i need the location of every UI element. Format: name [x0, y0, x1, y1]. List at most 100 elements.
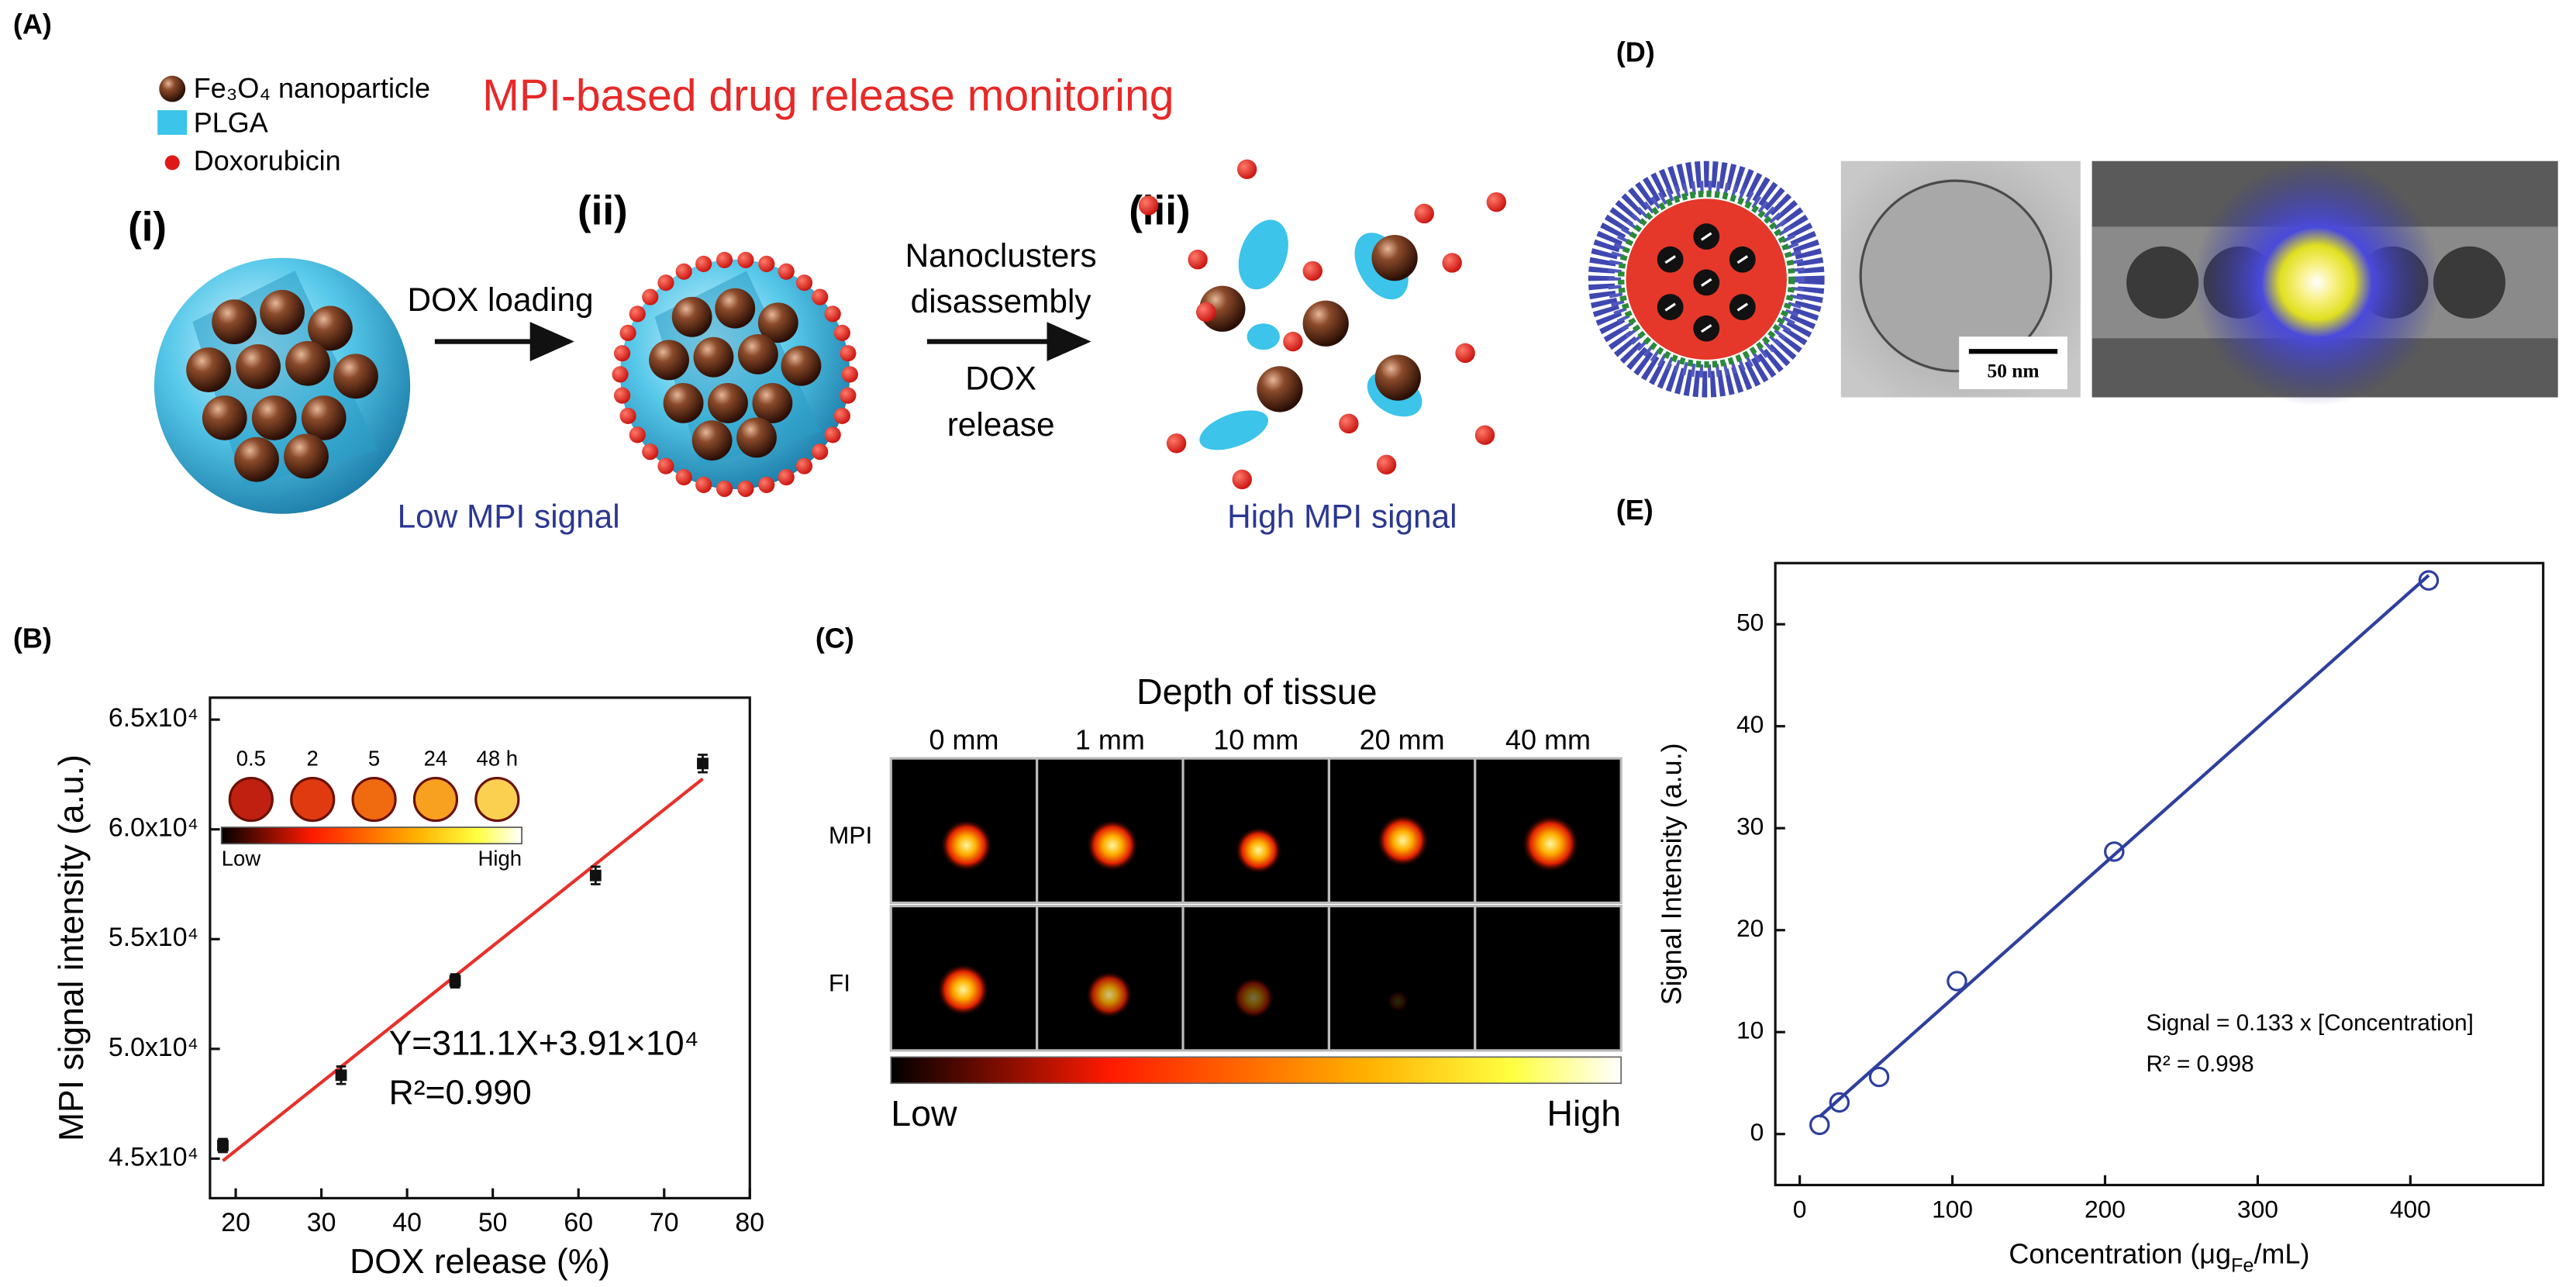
core-axis: [1700, 232, 1712, 241]
signal-label: High MPI signal: [1227, 498, 1457, 534]
signal-spot: [936, 963, 990, 1016]
x-axis-label-part: /mL): [2254, 1237, 2309, 1269]
well: [2126, 246, 2199, 319]
x-axis-label-part: Fe: [2231, 1254, 2254, 1276]
inset-time-label: 24: [424, 747, 448, 771]
dox: [824, 426, 841, 443]
plga-fragment: [1199, 410, 1269, 450]
image-cell: [1327, 905, 1477, 1052]
colorbar-label: Low: [222, 847, 261, 871]
nanoparticle: [333, 354, 378, 399]
plga-fragment: [1247, 323, 1280, 350]
inset-time-label: 2: [307, 747, 319, 771]
dox: [833, 324, 850, 341]
dox: [675, 468, 692, 486]
dox: [737, 251, 754, 268]
inset-image: [474, 776, 520, 823]
dox: [841, 366, 858, 383]
signal-spot: [1521, 814, 1580, 873]
image-grid: 0 mm 1 mm 10 mm 20 mm 40 mm: [889, 723, 1623, 1052]
dox: [1442, 253, 1462, 273]
data-point: [589, 869, 602, 882]
inset-image: [351, 776, 397, 823]
dox: [1339, 413, 1359, 434]
column-label: 10 mm: [1213, 723, 1298, 755]
inset-time-label: 5: [368, 747, 380, 771]
y-tick-label: 40: [1736, 710, 1764, 738]
signal-spot: [1376, 814, 1429, 867]
inset-time-label: 0.5: [236, 747, 266, 771]
legend-icon: [164, 155, 180, 171]
panel-label: (C): [816, 622, 854, 654]
dox: [1376, 454, 1397, 474]
nanoparticle: [691, 420, 733, 461]
data-point: [335, 1069, 347, 1082]
signal-spot: [940, 819, 993, 872]
scale-bar-box: [1959, 336, 2067, 389]
nanoparticle: [693, 336, 734, 378]
inset-time-label: 48 h: [477, 747, 519, 771]
legend-label: Fe₃O₄ nanoparticle: [194, 72, 430, 104]
colorbar-label: High: [1547, 1093, 1621, 1133]
plot-frame: [1774, 561, 2545, 1187]
x-tick-label: 0: [1793, 1196, 1807, 1223]
mpi-signal: [2193, 159, 2440, 406]
nanoparticle: [649, 340, 689, 381]
x-tick-label: 60: [564, 1208, 593, 1237]
panel-label: (B): [13, 622, 52, 654]
dox: [629, 305, 646, 323]
nanoparticle: [186, 347, 232, 392]
x-tick-label: 300: [2237, 1196, 2278, 1223]
legend-icon: [159, 75, 186, 102]
x-tick-label: 30: [307, 1208, 336, 1237]
dox: [1236, 159, 1257, 180]
nanoparticle: [202, 395, 247, 440]
dox: [758, 476, 775, 493]
data-point: [1868, 1066, 1890, 1088]
annotation: R² = 0.998: [2146, 1051, 2254, 1077]
dox: [612, 366, 629, 383]
dox: [642, 443, 659, 461]
fit-line: [222, 777, 704, 1162]
fit-line: [1818, 574, 2430, 1118]
panel-title: Depth of tissue: [1136, 671, 1378, 712]
dox: [613, 387, 631, 404]
core-axis: [1664, 255, 1676, 264]
dox: [1188, 250, 1208, 270]
data-point: [697, 757, 709, 770]
row-label: MPI: [829, 821, 872, 849]
nanoparticle: [736, 417, 777, 458]
arrow-label: DOX: [965, 361, 1036, 397]
inset-image: [412, 776, 459, 823]
inset-image: [228, 776, 274, 823]
nanoparticle: [781, 345, 822, 386]
y-tick-label: 6.5x10⁴: [109, 703, 198, 733]
dox: [1232, 469, 1252, 490]
signal-spot: [1387, 990, 1409, 1012]
nanoparticle: [251, 395, 297, 440]
arrow-label: Nanoclusters: [905, 237, 1097, 274]
y-tick-label: 30: [1736, 813, 1764, 840]
nanoparticle: [737, 334, 778, 374]
dox: [657, 457, 674, 474]
nanoparticle: [715, 288, 756, 329]
nanoparticle: [1374, 354, 1421, 401]
dox: [1302, 261, 1322, 281]
colorbar: [890, 1056, 1623, 1085]
panel-label: (D): [1616, 36, 1655, 68]
x-tick-label: 100: [1932, 1196, 1973, 1223]
dox: [812, 288, 829, 305]
arrow-label: disassembly: [911, 283, 1092, 319]
data-point: [2418, 570, 2440, 591]
y-tick-label: 4.5x10⁴: [109, 1142, 198, 1171]
x-tick-label: 80: [735, 1208, 764, 1237]
dox: [840, 387, 857, 404]
arrow-label: release: [947, 406, 1055, 443]
nanoparticle: [234, 436, 279, 482]
tem-particle: [1859, 179, 2053, 373]
core-axis: [1736, 302, 1749, 312]
column-label: 0 mm: [929, 723, 999, 755]
polymer-shell: [1588, 160, 1825, 398]
panel-label: (A): [13, 9, 52, 40]
data-point: [449, 975, 461, 987]
